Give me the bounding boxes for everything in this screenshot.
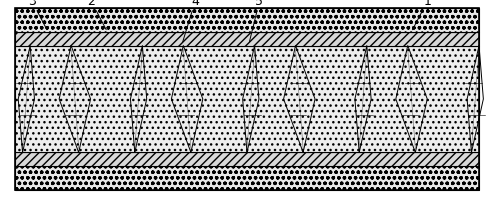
Text: 1: 1 — [412, 0, 431, 30]
Bar — [15, 32, 479, 46]
Text: 3: 3 — [28, 0, 47, 30]
Text: 5: 5 — [249, 0, 263, 42]
Bar — [15, 166, 479, 190]
Bar — [15, 46, 479, 152]
Bar — [15, 8, 479, 32]
Bar — [15, 152, 479, 166]
Text: 2: 2 — [87, 0, 106, 30]
Text: 4: 4 — [183, 0, 199, 42]
